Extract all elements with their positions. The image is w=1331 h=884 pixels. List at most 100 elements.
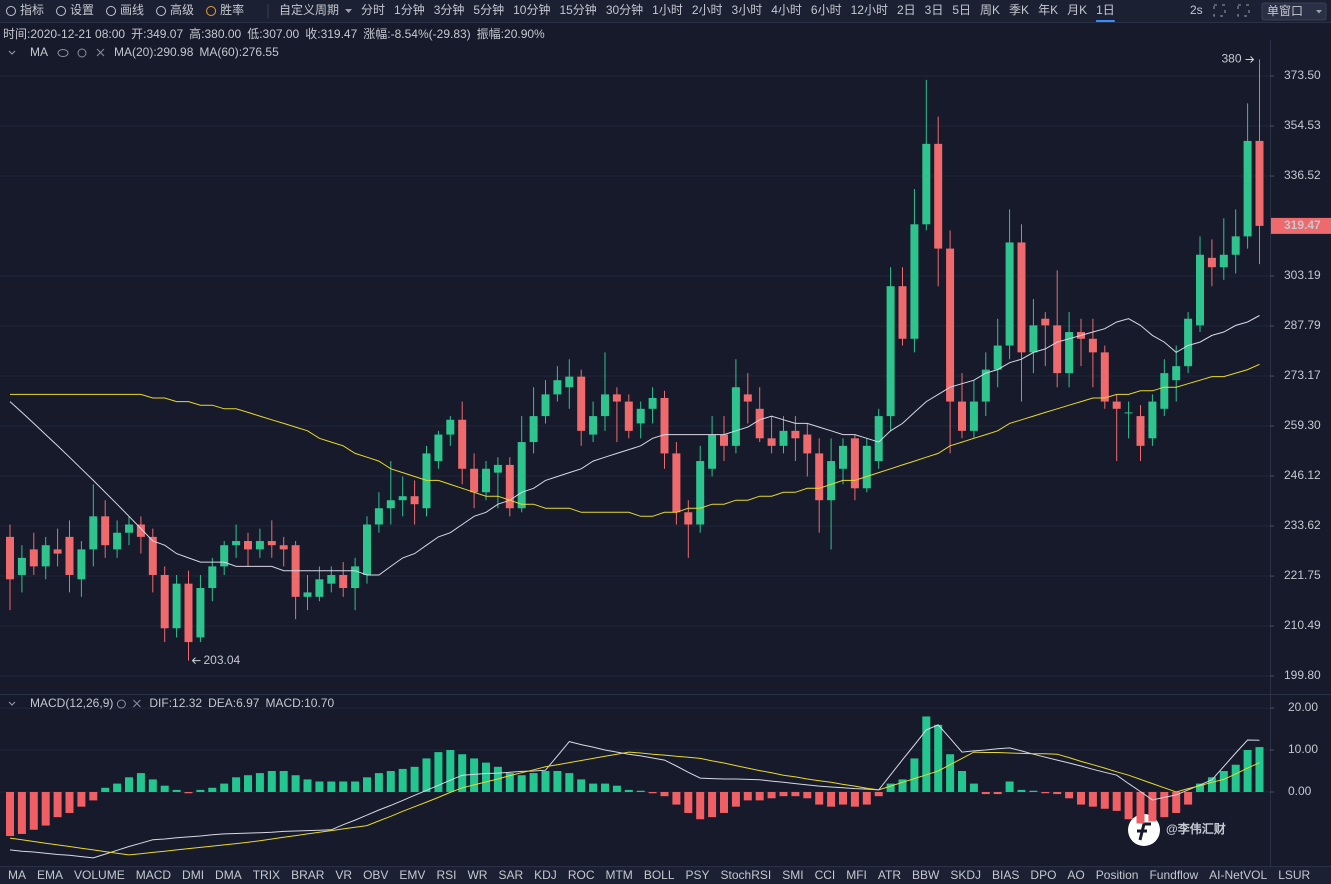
fullscreen-icon[interactable]	[1213, 4, 1226, 17]
period-button[interactable]: 1日	[1096, 3, 1115, 17]
macd-bar	[1243, 750, 1252, 792]
window-button[interactable]: 单窗口	[1267, 4, 1303, 18]
period-button[interactable]: 1分钟	[394, 2, 425, 17]
candle-body	[6, 536, 14, 580]
indicator-tab[interactable]: BIAS	[992, 868, 1019, 882]
period-button[interactable]: 5分钟	[473, 2, 504, 17]
period-button[interactable]: 3小时	[732, 3, 763, 17]
visibility-icon[interactable]	[57, 49, 69, 57]
macd-bar	[244, 775, 252, 792]
period-button[interactable]: 2小时	[692, 3, 723, 17]
indicator-tab[interactable]: KDJ	[534, 868, 557, 882]
collapse-icon[interactable]	[8, 701, 16, 706]
macd-bar	[1017, 789, 1026, 792]
indicator-tab[interactable]: CCI	[815, 868, 836, 882]
candle-body	[815, 453, 824, 501]
collapse-icon[interactable]	[8, 50, 16, 55]
indicator-tab[interactable]: VOLUME	[74, 868, 125, 882]
period-button[interactable]: 5日	[952, 3, 971, 17]
tool-button[interactable]: 画线	[120, 3, 144, 17]
indicator-tab[interactable]: EMA	[37, 868, 63, 882]
period-button[interactable]: 周K	[980, 3, 1000, 17]
tool-button[interactable]: 指标	[20, 2, 44, 17]
period-button[interactable]: 30分钟	[606, 2, 643, 17]
indicator-tab[interactable]: DMA	[215, 868, 242, 882]
candle-body	[136, 524, 145, 537]
indicator-tab[interactable]: MFI	[846, 868, 867, 882]
indicator-tab[interactable]: LSUR	[1278, 868, 1310, 882]
indicator-tab[interactable]: DMI	[182, 868, 204, 882]
indicator-tab[interactable]: OBV	[363, 868, 388, 882]
macd-bar	[339, 781, 348, 792]
settings-icon[interactable]	[77, 48, 87, 58]
period-button[interactable]: 6小时	[811, 3, 842, 17]
y-tick-label: 20.00	[1288, 700, 1318, 714]
indicator-tab[interactable]: VR	[335, 868, 352, 882]
period-button[interactable]: 年K	[1038, 3, 1058, 17]
indicator-tab[interactable]: Fundflow	[1149, 868, 1198, 882]
indicator-tab[interactable]: MA	[8, 868, 26, 882]
period-button[interactable]: 月K	[1067, 3, 1087, 17]
macd-bar	[672, 791, 681, 805]
indicator-tab[interactable]: AO	[1067, 868, 1084, 882]
indicator-tab[interactable]: BBW	[912, 868, 940, 882]
indicator-tab[interactable]: BRAR	[291, 868, 325, 882]
period-button[interactable]: 12小时	[851, 3, 888, 17]
indicator-tab[interactable]: ROC	[568, 868, 595, 882]
indicator-tab[interactable]: SMI	[782, 868, 803, 882]
indicator-tab[interactable]: TRIX	[253, 868, 280, 882]
toolbar-bg	[0, 0, 1331, 22]
candle-body	[493, 464, 502, 473]
indicator-tab[interactable]: BOLL	[644, 868, 675, 882]
indicator-tab[interactable]: StochRSI	[721, 868, 772, 882]
candle-body	[981, 369, 990, 402]
period-button[interactable]: 3分钟	[434, 2, 465, 17]
settings-icon[interactable]	[116, 699, 126, 709]
indicator-tab[interactable]: MACD	[136, 868, 172, 882]
info-value: 380.00	[204, 27, 241, 41]
close-icon[interactable]	[96, 48, 105, 57]
indicator-tab[interactable]: MTM	[605, 868, 632, 882]
window-button-bg[interactable]	[1261, 2, 1327, 21]
settings-icon[interactable]	[1237, 4, 1250, 17]
period-button[interactable]: 分时	[361, 3, 385, 17]
candle-body	[196, 588, 205, 638]
indicator-tab[interactable]: EMV	[399, 868, 425, 882]
refresh-interval[interactable]: 2s	[1190, 3, 1203, 17]
macd-bar	[696, 791, 705, 820]
close-icon[interactable]	[133, 699, 141, 708]
tool-button[interactable]: 高级	[170, 2, 194, 17]
period-button[interactable]: 1小时	[652, 3, 683, 17]
period-button[interactable]: 10分钟	[513, 2, 550, 17]
indicator-tab[interactable]: PSY	[686, 868, 710, 882]
macd-bar	[148, 779, 157, 792]
candle-body	[351, 566, 360, 589]
indicator-tab[interactable]: AI-NetVOL	[1209, 868, 1267, 882]
custom-period[interactable]: 自定义周期	[279, 2, 339, 17]
candle-body	[458, 419, 467, 469]
tool-button[interactable]: 设置	[70, 3, 94, 17]
indicator-tab[interactable]: ATR	[878, 868, 901, 882]
candle-body	[934, 143, 943, 249]
indicator-tab[interactable]: SAR	[498, 868, 523, 882]
indicator-tab[interactable]: SKDJ	[950, 868, 981, 882]
info-value: 349.07	[146, 27, 183, 41]
period-button[interactable]: 2日	[897, 3, 916, 17]
period-button[interactable]: 季K	[1009, 3, 1029, 17]
tool-button[interactable]: 胜率	[220, 2, 244, 17]
indicator-tab[interactable]: Position	[1096, 868, 1139, 882]
candle-body	[482, 468, 490, 493]
indicator-tab[interactable]: WR	[467, 868, 487, 882]
macd-bar	[482, 762, 490, 792]
period-button[interactable]: 3日	[925, 3, 944, 17]
period-button[interactable]: 15分钟	[559, 2, 596, 17]
macd-bar	[1136, 791, 1145, 824]
candle-body	[398, 496, 407, 501]
macd-bar	[327, 781, 336, 792]
period-button[interactable]: 4小时	[771, 3, 802, 17]
info-label: 振幅:	[477, 26, 504, 41]
indicator-tab[interactable]: DPO	[1030, 868, 1056, 882]
candle-body	[65, 536, 74, 575]
indicator-tab[interactable]: RSI	[436, 868, 456, 882]
last-price-tag	[1271, 217, 1331, 234]
